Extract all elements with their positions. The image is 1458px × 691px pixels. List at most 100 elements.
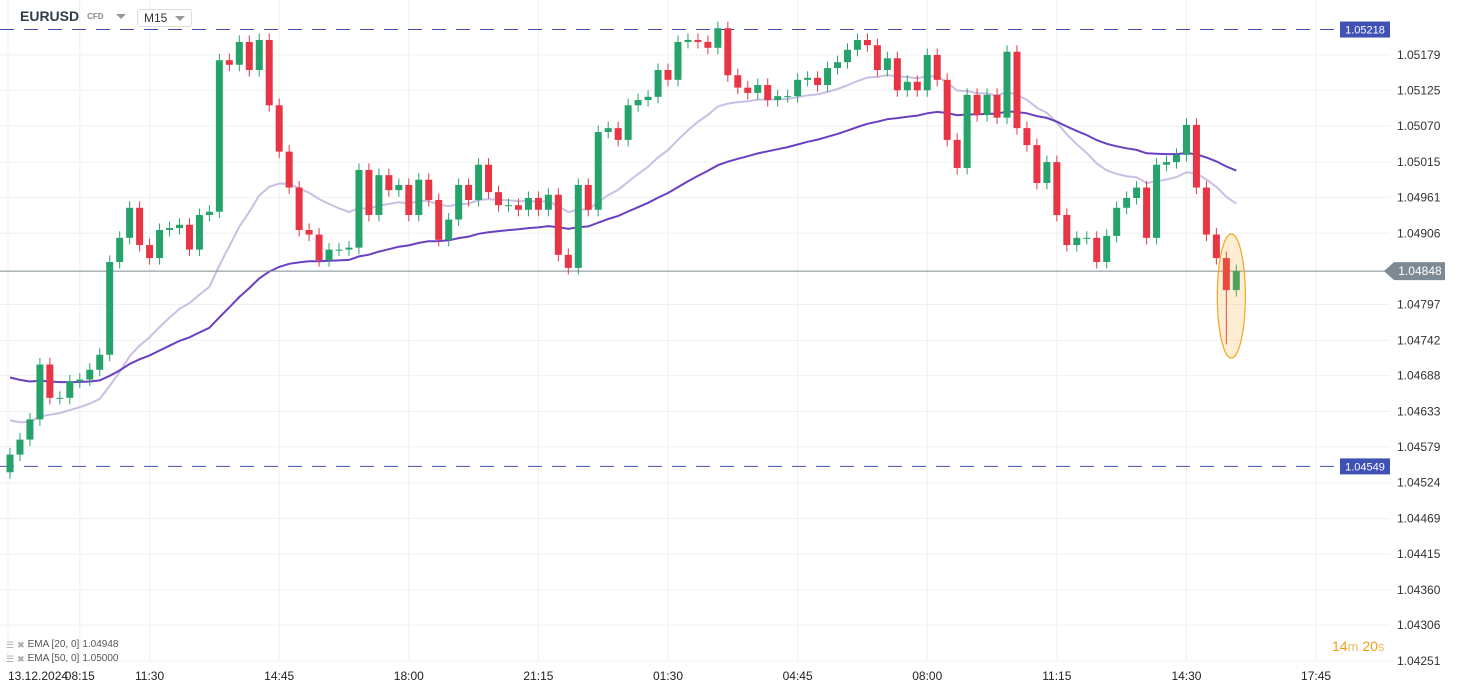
price-level-badge: [1340, 21, 1390, 38]
candle-body: [195, 214, 203, 250]
candle-body: [963, 94, 971, 168]
candle-body: [903, 81, 911, 91]
candle-body: [295, 187, 303, 231]
candle-body: [1113, 207, 1121, 236]
candle-countdown: 14m 20s: [1332, 638, 1384, 654]
candle-body: [225, 60, 233, 65]
x-tick-label: 08:00: [912, 669, 942, 683]
symbol-selector[interactable]: EURUSD CFD: [20, 8, 126, 24]
candle-body: [375, 175, 383, 215]
candle-body: [355, 169, 363, 248]
candle-body: [584, 184, 592, 210]
candle-body: [465, 184, 473, 200]
candle-body: [754, 85, 762, 93]
x-tick-label: 21:15: [523, 669, 553, 683]
x-tick-label: 18:00: [394, 669, 424, 683]
candle-body: [674, 41, 682, 80]
candle-body: [704, 41, 712, 48]
indicator-ema50: ☰ ✖ EMA [50, 0] 1.05000: [6, 652, 118, 666]
candle-body: [205, 211, 213, 215]
candle-body: [445, 219, 453, 240]
candle-body: [654, 70, 662, 97]
candle-body: [1172, 154, 1180, 163]
y-tick-label: 1.04688: [1397, 369, 1441, 383]
candle-body: [505, 205, 512, 207]
candle-body: [46, 364, 54, 398]
candle-body: [495, 192, 503, 206]
timeframe-selector[interactable]: M15: [137, 9, 193, 27]
candle-body: [395, 184, 403, 191]
settings-icon[interactable]: ☰: [6, 654, 15, 664]
candle-body: [664, 70, 672, 80]
candle-body: [285, 151, 293, 188]
candle-body: [943, 79, 951, 140]
candle-body: [385, 175, 393, 191]
candle-body: [345, 247, 353, 250]
candle-body: [435, 199, 443, 240]
price-level-label: 1.05218: [1345, 25, 1385, 37]
x-tick-label: 17:45: [1301, 669, 1331, 683]
x-tick-label: 14:45: [264, 669, 294, 683]
ema50-line: [9, 110, 1237, 384]
timeframe-label: M15: [144, 11, 168, 25]
x-tick-label: 11:30: [135, 669, 164, 683]
candle-body: [644, 96, 652, 101]
candle-body: [1192, 124, 1200, 188]
y-tick-label: 1.04579: [1397, 440, 1441, 454]
candle-body: [544, 194, 552, 210]
candle-body: [16, 439, 24, 455]
candle-body: [1083, 237, 1091, 239]
candle-body: [1163, 162, 1171, 165]
settings-icon[interactable]: ☰: [6, 640, 15, 650]
candle-body: [365, 169, 373, 215]
candle-body: [335, 249, 343, 251]
candle-body: [265, 39, 273, 106]
close-icon[interactable]: ✖: [17, 654, 25, 664]
candle-body: [275, 105, 283, 152]
timer-seconds: 20: [1362, 638, 1378, 654]
candle-body: [1093, 237, 1101, 263]
candle-body: [315, 234, 323, 261]
candle-body: [524, 198, 532, 210]
candle-body: [804, 77, 812, 80]
candle-body: [514, 205, 522, 210]
y-tick-label: 1.04469: [1397, 512, 1441, 526]
candle-body: [425, 179, 433, 200]
candle-body: [6, 454, 14, 473]
candle-body: [973, 94, 981, 116]
candle-body: [744, 87, 752, 93]
candle-body: [604, 128, 612, 133]
price-level-label: 1.04549: [1345, 461, 1385, 473]
y-tick-label: 1.05125: [1397, 83, 1441, 97]
candle-body: [843, 49, 851, 63]
candle-body: [96, 354, 104, 370]
candle-body: [863, 39, 871, 46]
x-tick-label: 08:15: [65, 669, 95, 683]
candle-body: [325, 249, 333, 261]
candle-body: [594, 132, 602, 210]
instrument-type: CFD: [87, 11, 104, 21]
candle-body: [574, 184, 582, 268]
candle-body: [1003, 51, 1011, 118]
x-tick-label: 11:15: [1042, 669, 1071, 683]
candle-body: [156, 230, 164, 259]
candle-body: [116, 237, 124, 263]
y-tick-label: 1.05015: [1397, 155, 1441, 169]
candle-body: [634, 100, 642, 106]
candle-body: [1023, 128, 1031, 146]
candle-body: [724, 28, 732, 76]
chevron-down-icon: [115, 13, 126, 19]
x-tick-date: 13.12.2024: [8, 669, 68, 683]
candle-body: [136, 207, 144, 246]
candle-body: [1182, 124, 1190, 155]
candle-body: [76, 379, 84, 382]
y-tick-label: 1.04251: [1397, 654, 1441, 668]
candle-body: [26, 419, 34, 440]
candle-body: [175, 224, 183, 229]
close-icon[interactable]: ✖: [17, 640, 25, 650]
current-price-label: 1.04848: [1398, 264, 1442, 278]
candle-body: [883, 58, 891, 71]
candle-body: [1033, 145, 1041, 183]
candle-body: [953, 139, 961, 168]
